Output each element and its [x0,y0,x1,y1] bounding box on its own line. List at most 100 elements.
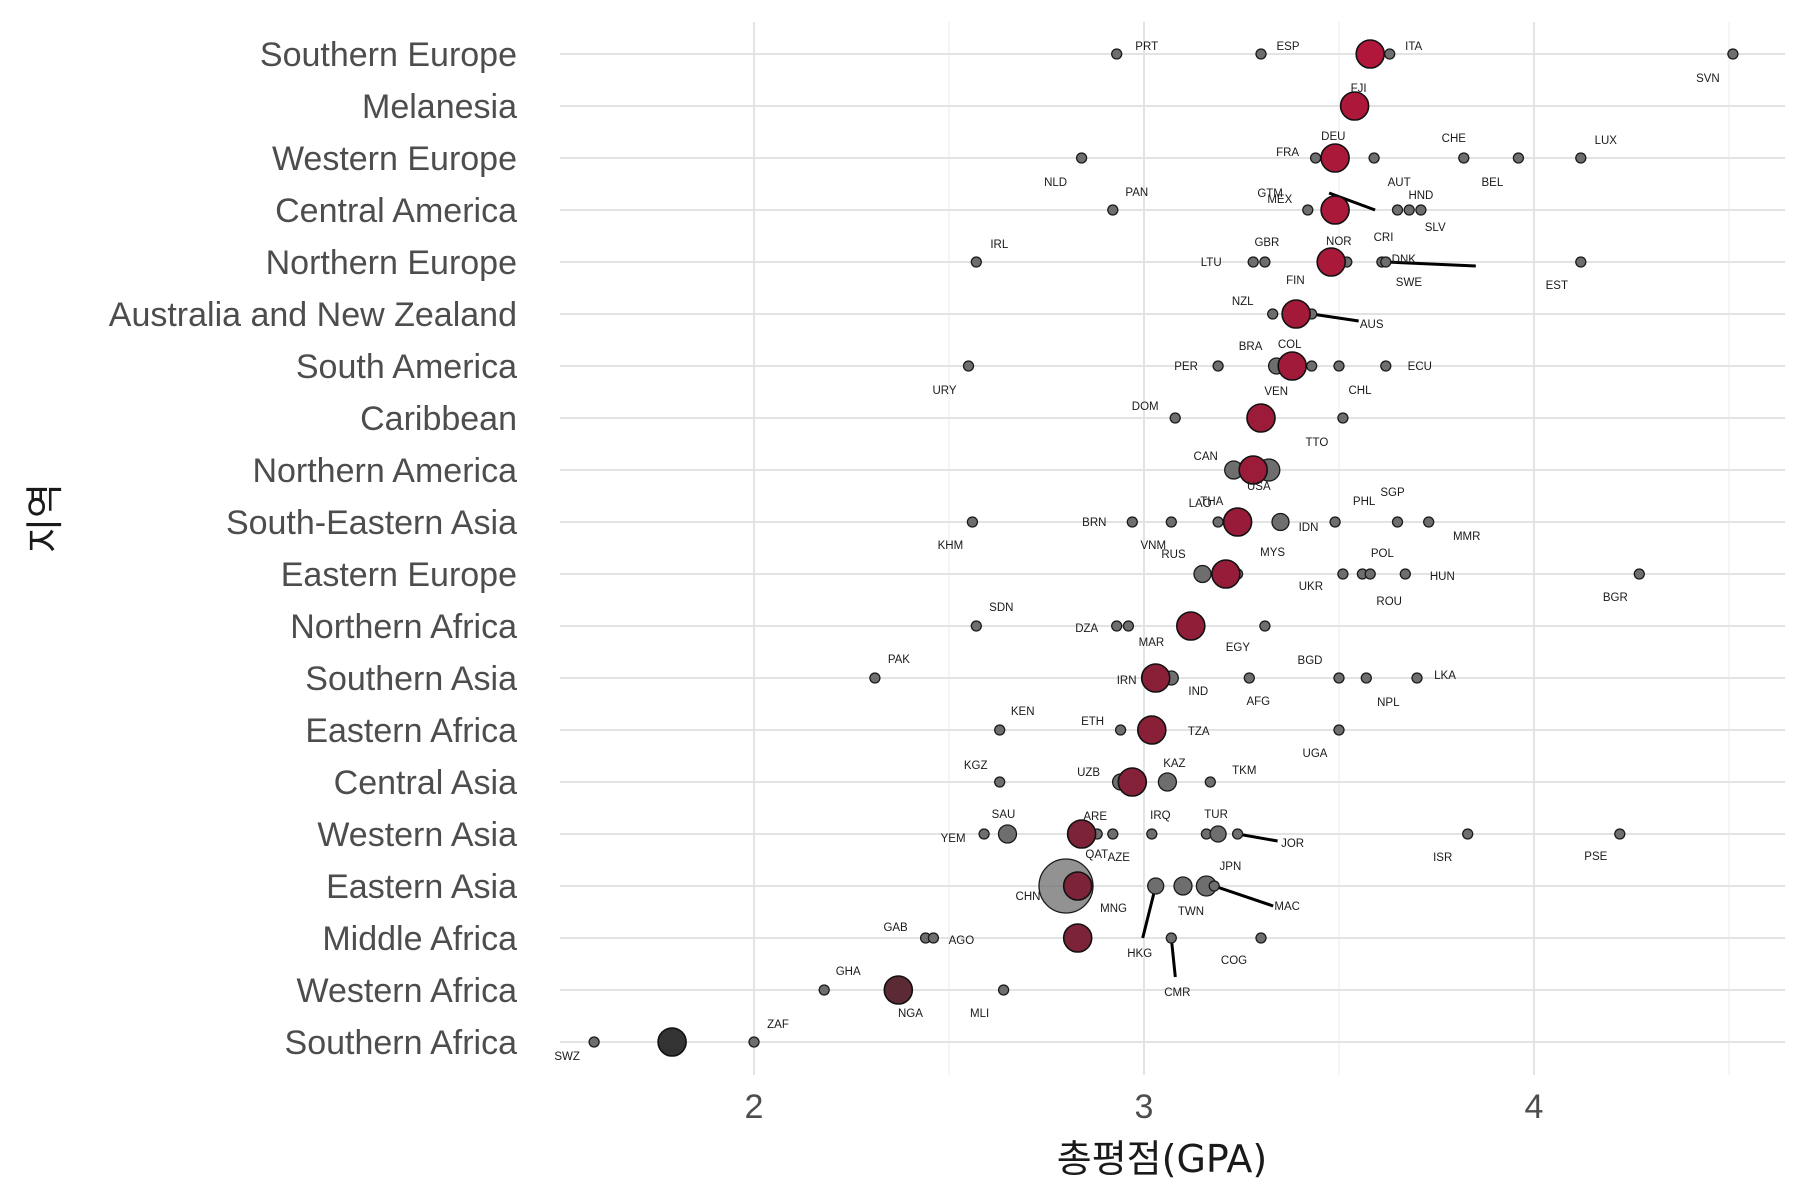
country-label: KHM [938,540,964,552]
country-point [1306,360,1318,372]
leader-line [1141,885,1158,939]
country-label: VNM [1141,540,1167,552]
country-point [1512,152,1525,164]
country-point [1255,48,1267,60]
country-label: FIN [1286,275,1305,287]
country-point [869,672,881,684]
country-label: JPN [1220,861,1242,873]
country-point [1333,672,1345,684]
country-point [1415,204,1427,216]
region-mean-point [1355,39,1385,69]
country-label: FRA [1276,147,1299,159]
country-point [1458,152,1470,164]
country-label: THA [1200,496,1223,508]
country-label: CHL [1348,385,1372,397]
region-mean-point [1320,195,1350,225]
country-label: ZAF [767,1019,789,1031]
country-point [1329,516,1341,528]
country-point [994,724,1006,736]
y-tick-label: Central America [275,192,517,230]
country-label: GHA [836,966,861,978]
country-point [970,620,982,632]
y-axis-category-labels: Southern Europe Melanesia Western Europe Ce… [109,36,517,1062]
country-point [1107,204,1119,216]
country-point [1333,724,1345,736]
country-point [1391,516,1404,528]
country-point [1411,672,1423,684]
country-point [1212,516,1224,528]
country-label: SWZ [554,1051,580,1063]
country-label: AGO [949,935,975,947]
region-mean-point [1062,923,1093,953]
country-point [978,828,990,840]
region-mean-point [1320,143,1350,173]
y-tick-label: Eastern Africa [305,712,517,750]
y-tick-label: Eastern Europe [281,556,517,594]
country-label: GAB [883,922,908,934]
country-point [1173,876,1193,896]
country-point [1107,828,1119,840]
country-point [1302,204,1314,216]
country-point [1423,516,1435,528]
region-mean-point [1117,767,1148,797]
country-point [1271,512,1290,532]
country-label: PAK [888,654,910,666]
country-label: UKR [1299,581,1323,593]
country-point [1126,516,1138,528]
country-point [1575,152,1587,164]
country-label: AUT [1388,177,1411,189]
country-label: NPL [1377,697,1400,709]
country-label: BEL [1482,177,1504,189]
country-label: IRN [1117,675,1137,687]
y-tick-label: Western Europe [272,140,517,178]
country-point [818,984,830,996]
country-label: AZE [1108,852,1131,864]
country-point [1399,568,1411,580]
country-label: JOR [1281,838,1304,850]
country-label: BRN [1082,517,1106,529]
region-mean-point [1062,871,1093,901]
y-tick-label: Southern Africa [285,1024,518,1062]
country-label: URY [932,385,956,397]
country-point [1380,256,1392,268]
country-point [1114,724,1127,736]
country-label: LKA [1434,670,1456,682]
region-mean-point [657,1027,687,1057]
country-point [1255,932,1267,944]
country-point [966,516,979,528]
leader-line [1213,884,1274,908]
country-point [1146,828,1158,840]
y-tick-label: Northern Europe [266,244,517,282]
y-tick-label: Southern Europe [260,36,517,74]
y-tick-label: Central Asia [334,764,517,802]
country-point [927,932,940,944]
leader-line [1237,832,1278,843]
country-point [997,824,1018,844]
country-label: LTU [1201,257,1222,269]
country-label: EGY [1226,642,1251,654]
country-label: UZB [1077,767,1100,779]
country-label: MNG [1100,903,1127,915]
region-mean-point [1176,611,1206,641]
country-label: CAN [1194,451,1218,463]
country-label: CRI [1374,232,1394,244]
region-mean-points [657,39,1385,1057]
country-code-labels: PRT ESP ITA SVN FJI NLD FRA DEU AUT CHE BEL LUX PAN M… [554,41,1719,1063]
region-mean-point [1246,403,1276,433]
country-point [962,360,975,372]
country-label: SVN [1696,73,1720,85]
country-label: PSE [1584,851,1607,863]
y-tick-label: Northern America [252,452,517,490]
country-label: PRT [1135,41,1158,53]
country-label: MYS [1260,547,1285,559]
country-point [1360,672,1372,684]
y-axis-title: 지역 [23,483,67,553]
country-label: KEN [1011,706,1035,718]
country-point [1165,516,1177,528]
country-label: LAO [1189,498,1212,510]
country-point [1111,620,1123,632]
region-mean-point [1316,247,1346,277]
country-label: ECU [1408,361,1432,373]
y-tick-label: Australia and New Zealand [109,296,517,334]
